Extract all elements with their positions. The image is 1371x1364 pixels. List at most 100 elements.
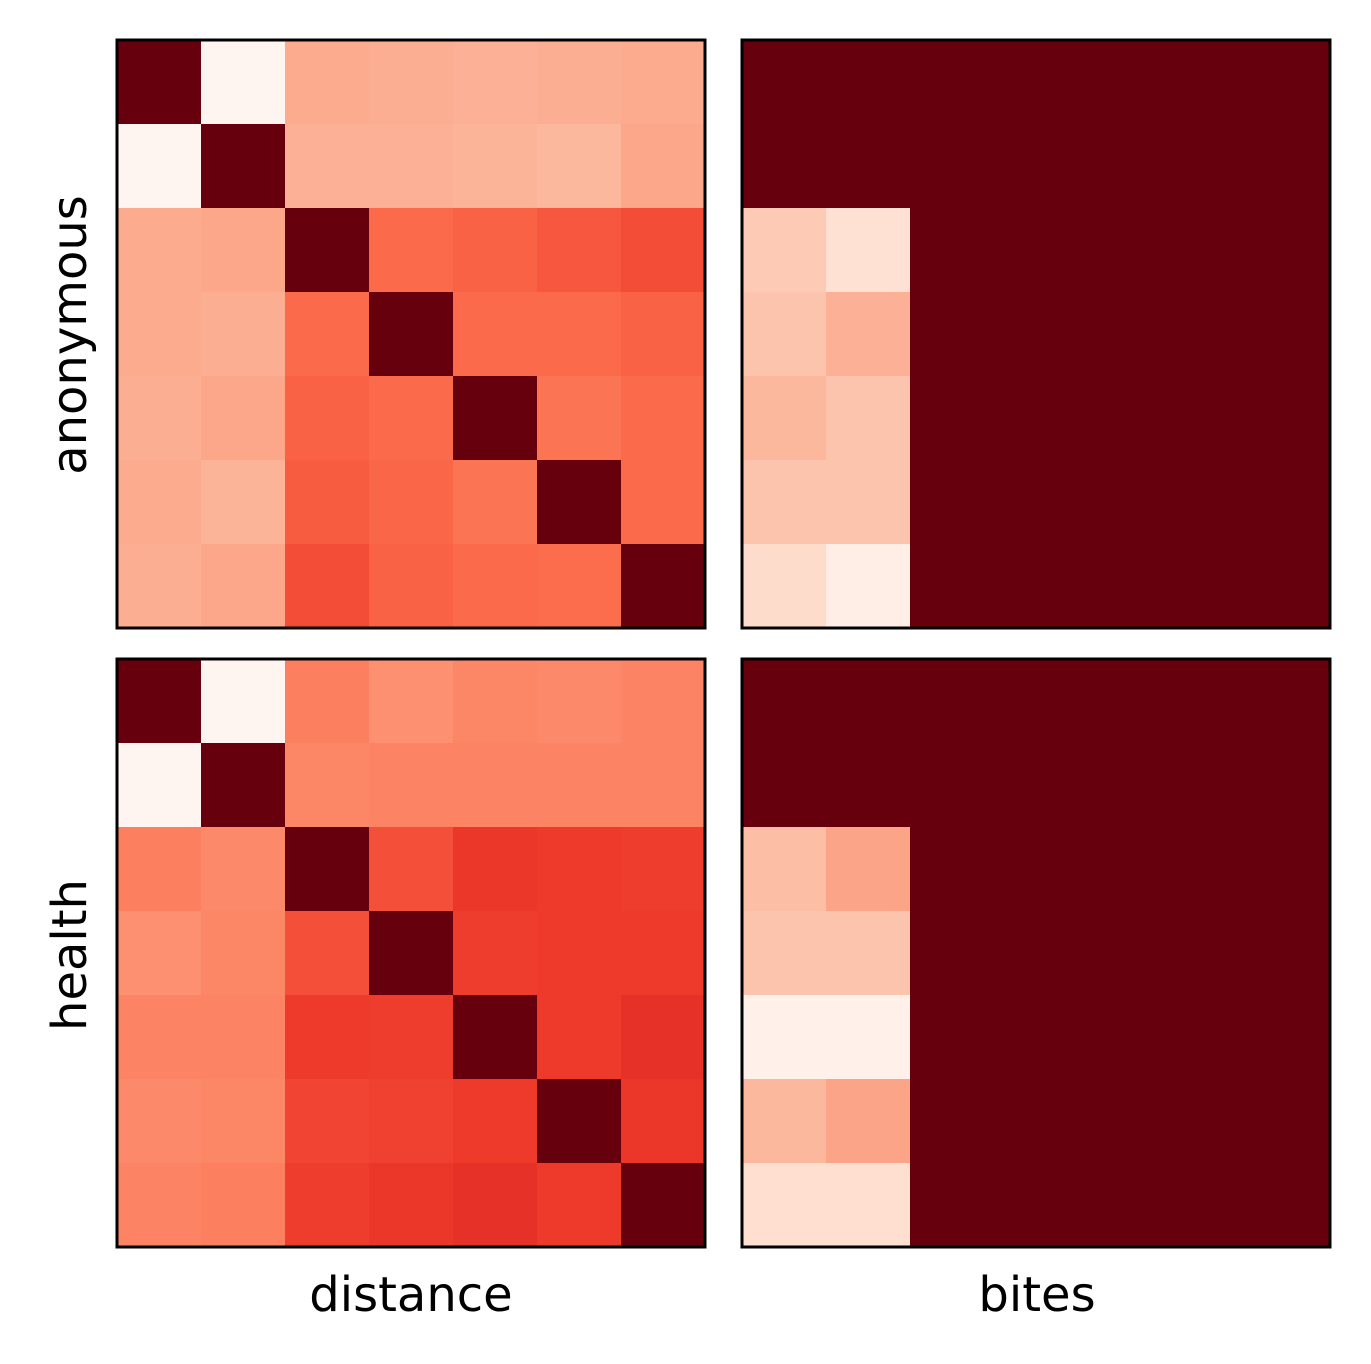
heatmap-cell [537,659,622,744]
heatmap-cell [1162,544,1247,629]
heatmap-cell [537,1163,622,1248]
heatmap-cell [1162,911,1247,996]
heatmap-cell [826,995,911,1080]
heatmap-cell [285,292,370,377]
heatmap-cell [201,376,286,461]
heatmap-cell [1246,743,1331,828]
heatmap-cell [621,911,706,996]
heatmap-cell [742,827,827,912]
heatmap-cell [285,460,370,545]
heatmap-cell [285,911,370,996]
heatmap-cell [994,292,1079,377]
heatmap-cell [369,1079,454,1164]
heatmap-cell [117,827,202,912]
heatmap-cell [201,659,286,744]
heatmap-cell [285,743,370,828]
heatmap-cell [910,460,995,545]
heatmap-cell [117,460,202,545]
heatmap-cell [117,292,202,377]
heatmap-cell [826,827,911,912]
heatmap-cell [621,743,706,828]
heatmap-cell [453,208,538,293]
heatmap-panel-health-distance [115,657,707,1249]
col-label-distance: distance [309,1267,512,1323]
heatmap-cell [621,544,706,629]
heatmap-cell [369,208,454,293]
heatmap-cell [453,911,538,996]
heatmap-cell [453,124,538,209]
heatmap-cell [994,1079,1079,1164]
heatmap-cell [537,124,622,209]
heatmap-cell [453,292,538,377]
heatmap-cell [910,1079,995,1164]
heatmap-cell [994,911,1079,996]
heatmap-cell [1162,292,1247,377]
heatmap-cell [910,659,995,744]
heatmap-cell [742,292,827,377]
heatmap-cell [1078,995,1163,1080]
heatmap-cell [742,743,827,828]
heatmap-cell [1246,1163,1331,1248]
heatmap-cell [1246,827,1331,912]
heatmap-cell [285,827,370,912]
heatmap-cell [826,292,911,377]
heatmap-cell [1078,124,1163,209]
heatmap-cell [621,124,706,209]
heatmap-cell [742,124,827,209]
heatmap-cell [1078,292,1163,377]
heatmap-cell [994,743,1079,828]
heatmap-cell [201,460,286,545]
heatmap-cell [201,292,286,377]
heatmap-cell [1162,995,1247,1080]
heatmap-cell [285,1079,370,1164]
row-label-health: health [42,879,98,1031]
heatmap-cell [826,659,911,744]
heatmap-cell [1246,292,1331,377]
heatmap-cell [537,743,622,828]
heatmap-panel-anonymous-bites [740,38,1332,630]
heatmap-cell [1078,911,1163,996]
heatmap-cell [369,124,454,209]
heatmap-cell [285,995,370,1080]
heatmap-cell [621,1079,706,1164]
heatmap-cell [369,911,454,996]
heatmap-cell [1246,911,1331,996]
heatmap-cell [1162,659,1247,744]
heatmap-cell [537,995,622,1080]
heatmap-cell [1162,1079,1247,1164]
heatmap-cell [369,659,454,744]
heatmap-cell [369,460,454,545]
heatmap-cell [201,544,286,629]
heatmap-cell [910,827,995,912]
heatmap-cell [1078,376,1163,461]
heatmap-cell [742,1163,827,1248]
heatmap-cell [1246,460,1331,545]
heatmap-cell [826,911,911,996]
col-label-bites: bites [978,1267,1095,1323]
heatmap-cell [537,292,622,377]
heatmap-cell [910,544,995,629]
heatmap-cell [201,911,286,996]
heatmap-cell [994,659,1079,744]
heatmap-cell [742,1079,827,1164]
heatmap-cell [621,40,706,125]
heatmap-cell [621,659,706,744]
heatmap-cell [910,40,995,125]
panel-frame [740,38,1332,630]
heatmap-cell [826,1079,911,1164]
heatmap-cell [285,40,370,125]
heatmap-cell [201,743,286,828]
heatmap-cell [910,124,995,209]
heatmap-cell [1078,1079,1163,1164]
heatmap-cell [910,911,995,996]
heatmap-cell [1246,208,1331,293]
heatmap-cell [201,1079,286,1164]
heatmap-cell [117,911,202,996]
heatmap-cell [453,659,538,744]
row-label-anonymous: anonymous [42,195,98,475]
heatmap-cell [1246,1079,1331,1164]
heatmap-cell [910,376,995,461]
heatmap-cell [369,544,454,629]
heatmap-cell [1246,124,1331,209]
